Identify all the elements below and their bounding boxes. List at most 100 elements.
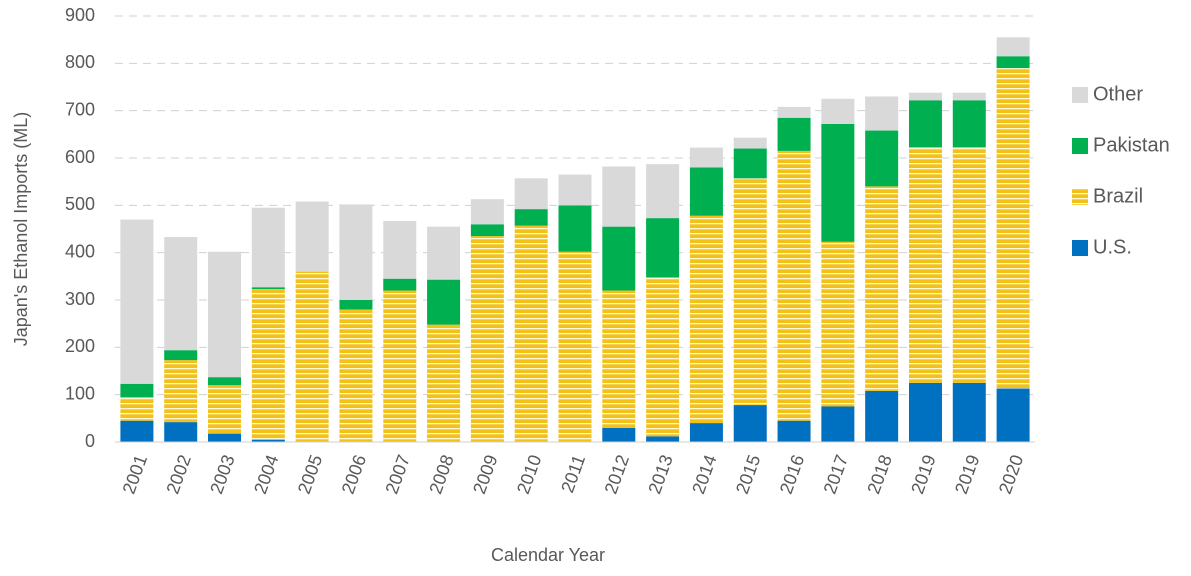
- x-tick-label: 2015: [732, 452, 764, 496]
- x-tick-label: 2004: [250, 452, 282, 496]
- bar-segment: [339, 300, 373, 310]
- x-tick-label: 2019: [951, 452, 983, 496]
- x-tick-label: 2009: [469, 452, 501, 496]
- bar-segment: [952, 100, 986, 148]
- bar-segment: [427, 279, 461, 325]
- bar-segment: [865, 130, 899, 187]
- x-tick-label: 2013: [644, 452, 676, 496]
- y-tick-label: 800: [65, 52, 95, 72]
- bar-segment: [821, 123, 855, 242]
- y-tick-label: 700: [65, 99, 95, 119]
- bar-segment: [821, 98, 855, 124]
- bar-segment: [383, 278, 417, 291]
- bar-segment: [470, 236, 504, 442]
- bar-segment: [339, 309, 373, 442]
- bar-segment: [952, 382, 986, 442]
- bar-segment: [251, 207, 285, 288]
- x-tick-label: 2002: [162, 452, 194, 496]
- bar-segment: [821, 406, 855, 442]
- bar-segment: [908, 382, 942, 442]
- bar-segment: [733, 137, 767, 149]
- bar-segment: [996, 388, 1030, 442]
- bar-segment: [908, 100, 942, 148]
- x-tick-label: 2014: [688, 452, 720, 496]
- bar-segment: [996, 68, 1030, 389]
- legend-swatch: [1072, 189, 1088, 205]
- x-tick-label: 2018: [863, 452, 895, 496]
- bar-segment: [558, 205, 592, 252]
- legend-label: Pakistan: [1093, 134, 1170, 156]
- bar-segment: [251, 289, 285, 440]
- y-tick-label: 200: [65, 336, 95, 356]
- bar-segment: [689, 423, 723, 442]
- y-tick-label: 300: [65, 289, 95, 309]
- bar-segment: [602, 290, 636, 428]
- bar-segment: [646, 436, 680, 442]
- bar-segment: [865, 96, 899, 131]
- x-tick-label: 2003: [206, 452, 238, 496]
- bar-segment: [514, 225, 548, 442]
- bar-segment: [208, 385, 242, 434]
- bar-segment: [120, 383, 154, 398]
- bar-segment: [602, 226, 636, 291]
- bar-segment: [251, 287, 285, 290]
- bar-segment: [777, 420, 811, 442]
- bar-segment: [427, 324, 461, 442]
- legend-swatch: [1072, 138, 1088, 154]
- bar-segment: [514, 209, 548, 226]
- x-tick-label: 2005: [294, 452, 326, 496]
- x-tick-label: 2016: [776, 452, 808, 496]
- x-tick-label: 2020: [995, 452, 1027, 496]
- bar-segment: [120, 420, 154, 442]
- bar-segment: [602, 427, 636, 442]
- bar-segment: [952, 147, 986, 383]
- bar-segment: [908, 147, 942, 383]
- x-tick-label: 2006: [338, 452, 370, 496]
- bar-segment: [777, 117, 811, 151]
- bar-segment: [646, 277, 680, 437]
- legend-label: Other: [1093, 83, 1143, 105]
- bar-segment: [821, 241, 855, 407]
- bar-segment: [208, 377, 242, 386]
- x-tick-label: 2017: [820, 452, 852, 496]
- bar-segment: [952, 92, 986, 101]
- bar-segment: [689, 147, 723, 168]
- legend-swatch: [1072, 87, 1088, 103]
- bar-segment: [339, 204, 373, 300]
- y-tick-label: 600: [65, 147, 95, 167]
- bar-segment: [689, 167, 723, 216]
- y-tick-label: 100: [65, 383, 95, 403]
- bar-segment: [164, 422, 198, 442]
- bar-segment: [427, 226, 461, 280]
- bar-segment: [208, 251, 242, 378]
- bar-segment: [646, 218, 680, 278]
- bar-segment: [558, 174, 592, 206]
- bar-segment: [646, 164, 680, 219]
- legend-label: U.S.: [1093, 236, 1132, 258]
- bar-segment: [733, 405, 767, 442]
- bar-segment: [865, 390, 899, 442]
- x-tick-label: 2012: [601, 452, 633, 496]
- y-tick-label: 0: [85, 431, 95, 451]
- x-tick-label: 2001: [119, 452, 151, 496]
- bar-segment: [733, 148, 767, 179]
- y-tick-label: 400: [65, 241, 95, 261]
- bar-segment: [120, 397, 154, 421]
- y-axis-title: Japan's Ethanol Imports (ML): [11, 112, 31, 347]
- bar-segment: [777, 106, 811, 118]
- bar-segment: [733, 178, 767, 406]
- bar-segment: [470, 199, 504, 225]
- bar-segment: [295, 201, 329, 272]
- bar-segment: [996, 37, 1030, 57]
- bar-segment: [383, 290, 417, 442]
- bar-segment: [996, 56, 1030, 69]
- bar-segment: [164, 350, 198, 361]
- bar-segment: [865, 186, 899, 391]
- legend-label: Brazil: [1093, 185, 1143, 207]
- bar-segment: [602, 166, 636, 227]
- y-tick-label: 900: [65, 5, 95, 25]
- bar-segment: [383, 220, 417, 279]
- bar-segment: [295, 271, 329, 442]
- bar-segment: [514, 178, 548, 210]
- bar-segment: [208, 433, 242, 442]
